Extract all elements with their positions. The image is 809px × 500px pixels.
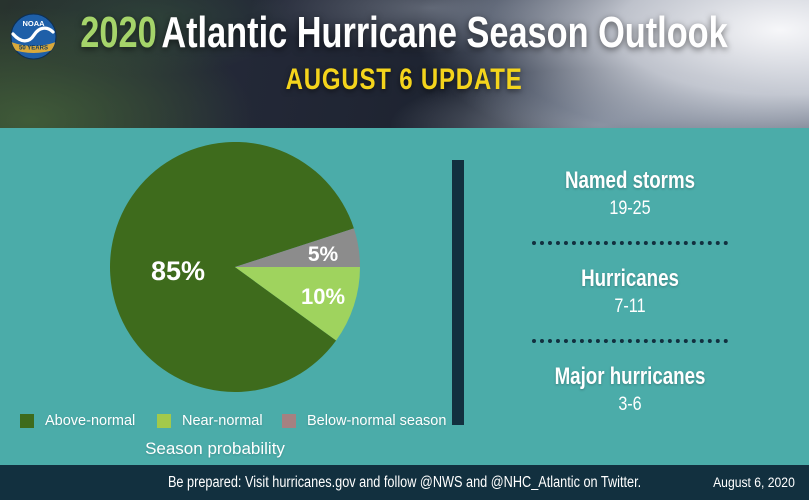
stat-label: Named storms — [564, 167, 696, 194]
dotted-separator — [532, 241, 728, 245]
chart-title: Season probability — [145, 439, 285, 458]
outlook-stats: Named storms 19-25 Hurricanes 7-11 Major… — [470, 166, 790, 418]
stat-major-hurricanes: Major hurricanes 3-6 — [470, 362, 790, 418]
legend-swatch-below-normal — [282, 414, 296, 428]
season-probability-pie-chart: 85% 10% 5% — [110, 142, 360, 392]
update-subtitle: AUGUST 6 UPDATE — [286, 63, 523, 96]
legend-swatch-near-normal — [157, 414, 171, 428]
legend-label-near-normal: Near-normal — [182, 413, 263, 429]
legend-swatch-above-normal — [20, 414, 34, 428]
noaa-50years-ribbon — [11, 42, 56, 53]
header-banner: NOAA 50 YEARS 2020 Atlantic Hurricane Sea… — [0, 0, 809, 128]
legend-item-near-normal: Near-normal — [157, 413, 263, 429]
pie-value-below-normal: 5% — [308, 243, 339, 266]
footer-date: August 6, 2020 — [713, 475, 795, 490]
stat-label: Major hurricanes — [554, 363, 706, 390]
stat-hurricanes: Hurricanes 7-11 — [470, 264, 790, 320]
pie-slice-above-normal — [110, 142, 354, 392]
stat-label: Hurricanes — [581, 265, 679, 292]
footer-bar: Be prepared: Visit hurricanes.gov and fo… — [0, 465, 809, 500]
pie-slice-below-normal — [235, 228, 360, 267]
legend-item-below-normal: Below-normal season — [282, 413, 446, 429]
stat-range: 19-25 — [609, 198, 651, 219]
noaa-logo-text: NOAA — [22, 19, 45, 28]
footer-message: Be prepared: Visit hurricanes.gov and fo… — [167, 473, 642, 491]
legend-label-above-normal: Above-normal — [45, 413, 136, 429]
noaa-50years-text: 50 YEARS — [19, 46, 48, 52]
stat-range: 3-6 — [618, 394, 642, 415]
legend-label-below-normal: Below-normal season — [307, 413, 447, 429]
title-text: Atlantic Hurricane Season Outlook — [161, 8, 729, 57]
stat-named-storms: Named storms 19-25 — [470, 166, 790, 222]
title-year: 2020 — [80, 8, 158, 57]
noaa-seagull-icon — [11, 26, 55, 43]
page-title: 2020 Atlantic Hurricane Season Outlook — [81, 8, 728, 58]
dotted-separator — [532, 339, 728, 343]
noaa-logo: NOAA 50 YEARS — [10, 13, 57, 60]
pie-slice-near-normal — [235, 267, 360, 341]
legend-item-above-normal: Above-normal — [20, 413, 135, 429]
pie-value-above-normal: 85% — [151, 256, 205, 286]
pie-value-near-normal: 10% — [301, 284, 345, 309]
vertical-divider — [452, 160, 464, 425]
stat-range: 7-11 — [614, 296, 646, 317]
